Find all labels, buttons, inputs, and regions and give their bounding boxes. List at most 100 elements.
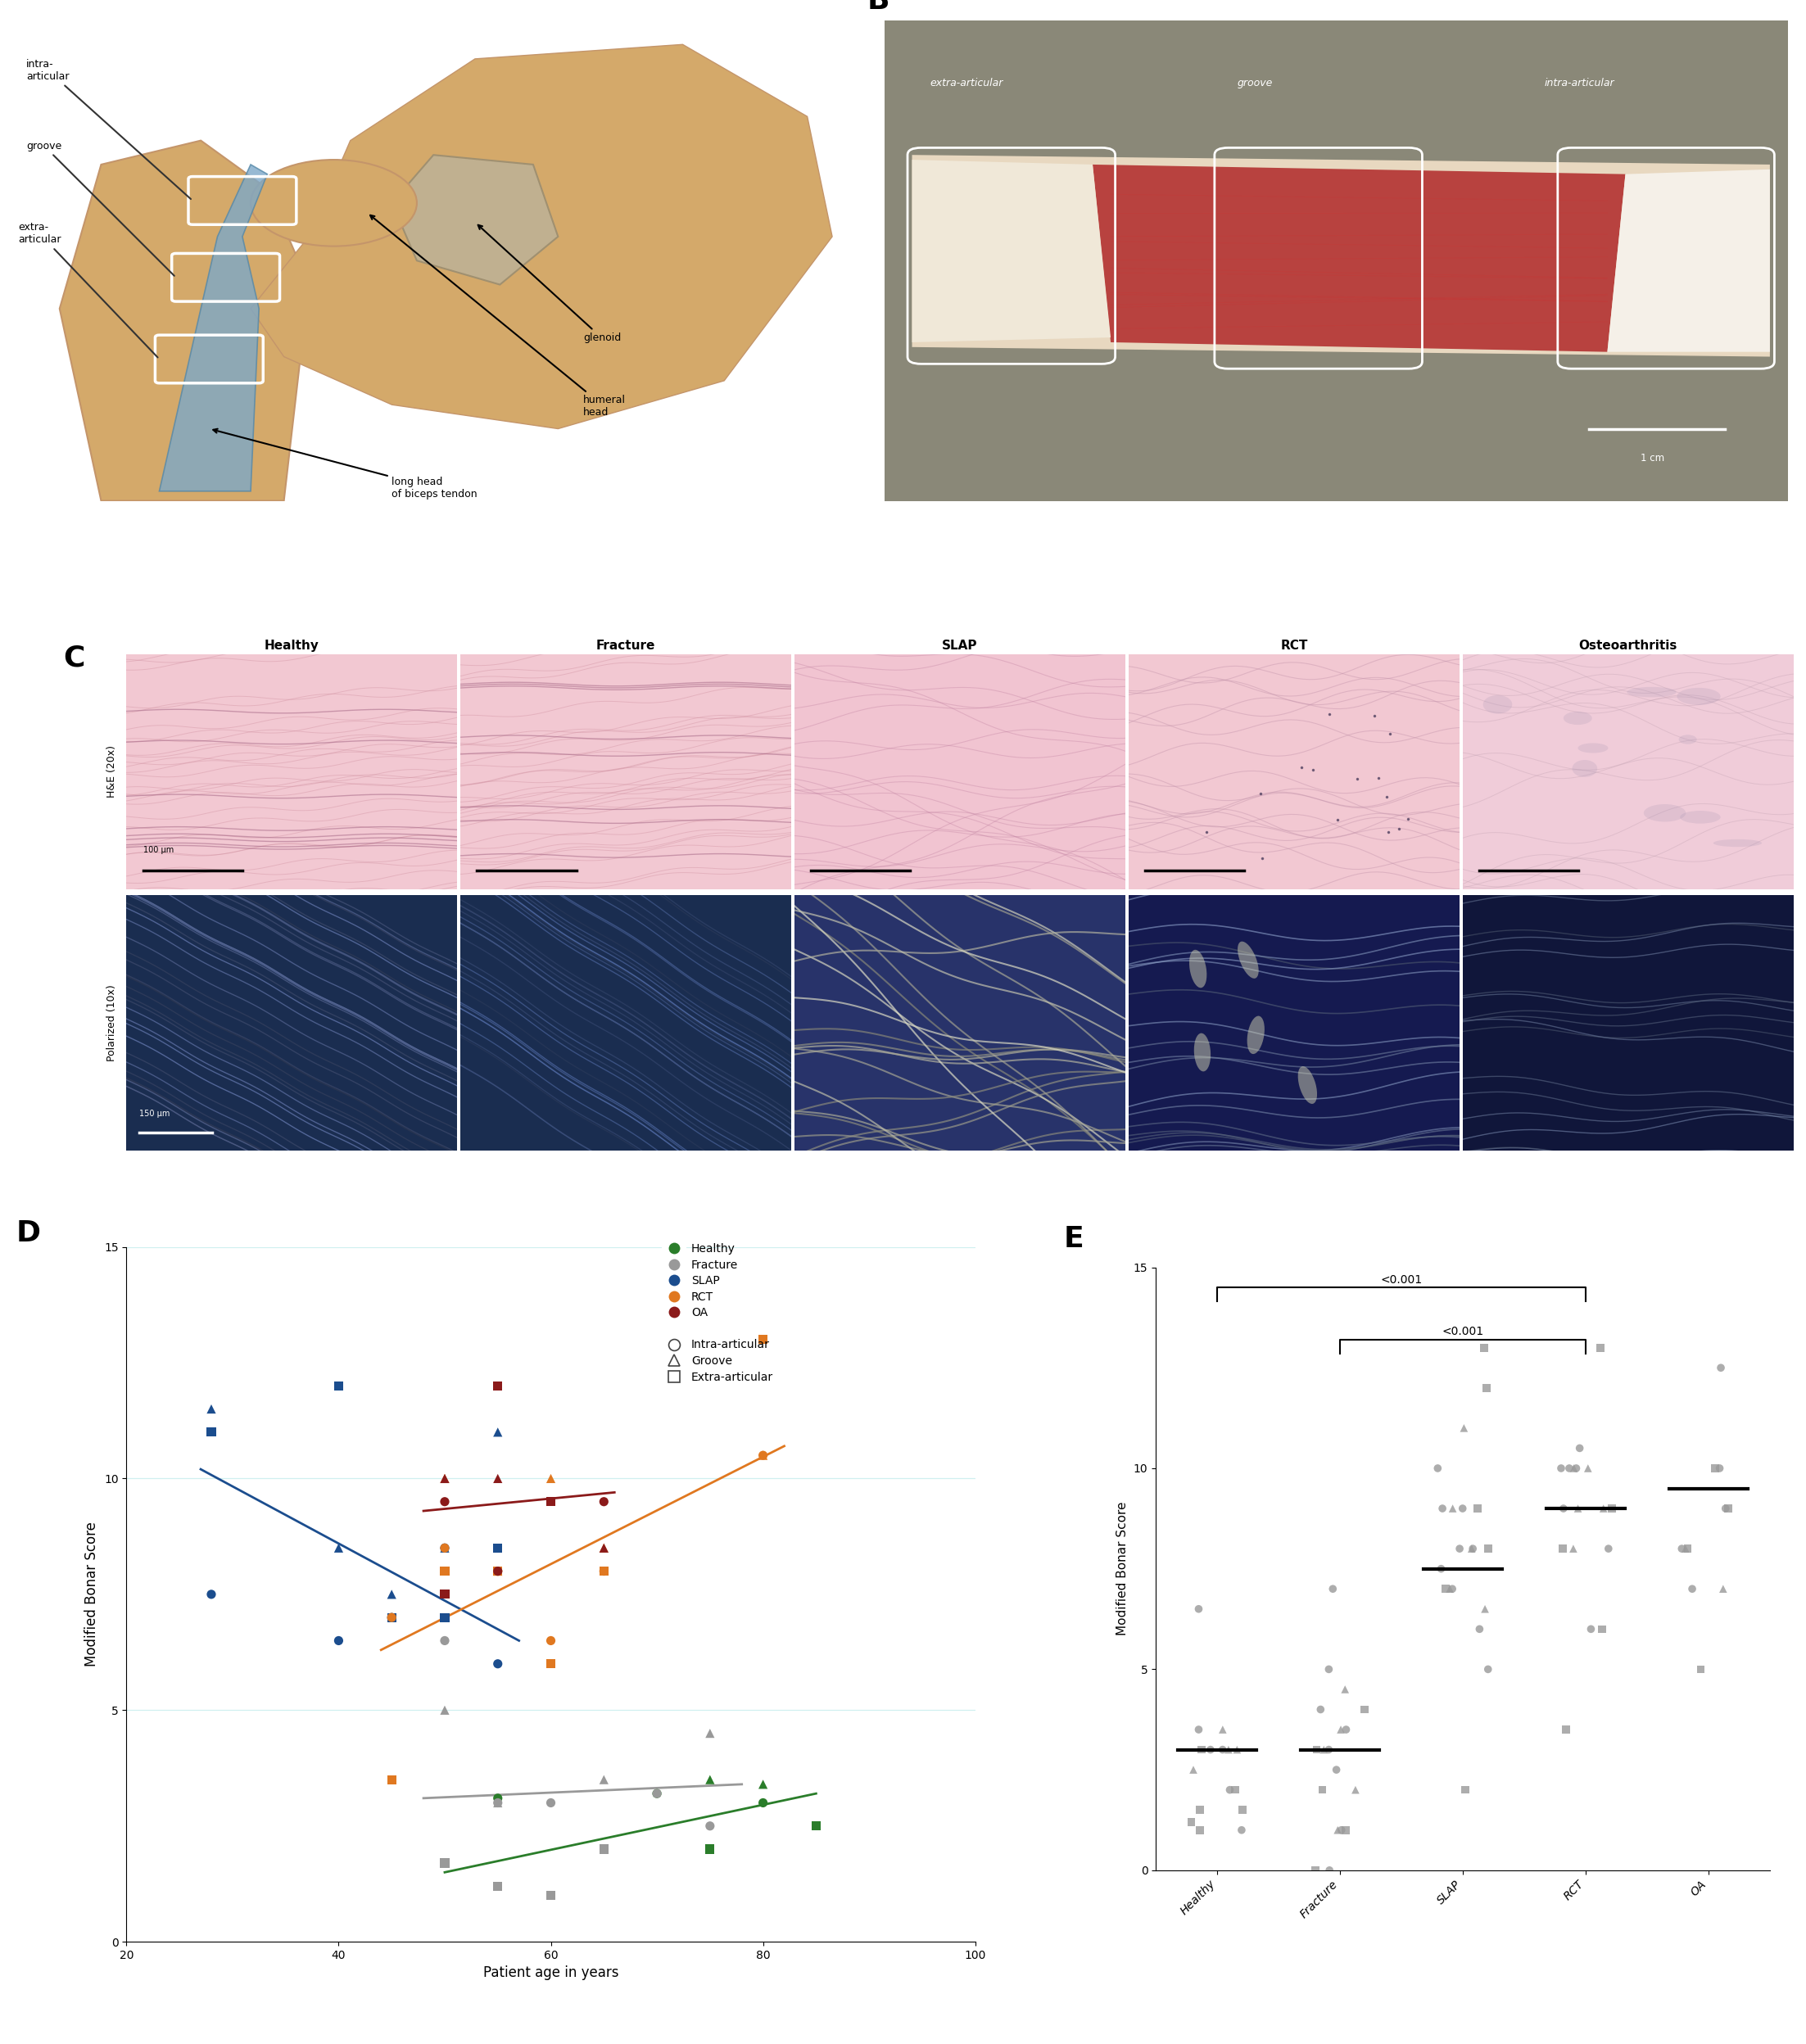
Point [589,1555,618,1588]
Ellipse shape [1680,811,1721,824]
Title: Fracture: Fracture [596,640,656,652]
Point [1555,1451,1584,1484]
Point [325,1369,354,1402]
Point [325,1531,354,1564]
Point [1331,1813,1360,1846]
Point [695,1833,724,1866]
Point [1208,1733,1237,1766]
Point [589,1833,618,1866]
Y-axis label: Modified Bonar Score: Modified Bonar Score [1116,1502,1129,1635]
Point [197,1578,226,1611]
Point [484,1786,513,1819]
Point [536,1486,565,1519]
Ellipse shape [1248,1016,1264,1055]
Point [484,1555,513,1588]
Text: 150 μm: 150 μm [139,1110,170,1118]
Point [484,1782,513,1815]
Point [1474,1654,1503,1686]
Point [1221,1774,1250,1807]
Point [1678,1572,1707,1605]
Title: Osteoarthritis: Osteoarthritis [1578,640,1678,652]
Point [1327,1813,1356,1846]
Point [1185,1713,1214,1746]
Point [1701,1451,1730,1484]
Point [484,1870,513,1903]
Polygon shape [1093,166,1625,352]
Text: extra-
articular: extra- articular [18,223,157,358]
Point [484,1647,513,1680]
Point [1309,1733,1338,1766]
Point [377,1578,406,1611]
Ellipse shape [251,159,417,245]
Point [484,1555,513,1588]
Point [197,1416,226,1449]
Point [1318,1572,1347,1605]
Polygon shape [251,45,833,429]
Point [1470,1331,1499,1363]
Ellipse shape [1678,687,1721,705]
Point [1436,1572,1465,1605]
Point [1450,1412,1479,1445]
Point [1465,1613,1494,1645]
Polygon shape [159,166,267,491]
Point [1577,1613,1606,1645]
Point [1302,1733,1331,1766]
Point [536,1786,565,1819]
Point [197,1392,226,1425]
X-axis label: Patient age in years: Patient age in years [482,1966,619,1981]
Point [430,1625,459,1658]
Point [748,1768,777,1801]
Point [430,1461,459,1494]
Point [325,1625,354,1658]
Point [1315,1654,1344,1686]
Point [430,1555,459,1588]
Point [536,1625,565,1658]
Point [1300,1854,1329,1887]
Text: extra-articular: extra-articular [930,78,1004,88]
Point [1331,1713,1360,1746]
Point [1474,1533,1503,1566]
Point [1587,1613,1616,1645]
Point [430,1531,459,1564]
Point [484,1555,513,1588]
Point [1429,1492,1457,1525]
Point [1308,1774,1336,1807]
Title: SLAP: SLAP [943,640,977,652]
Text: 1 cm: 1 cm [1640,454,1665,464]
Point [430,1531,459,1564]
Point [695,1809,724,1842]
Polygon shape [60,141,309,501]
Ellipse shape [1194,1032,1210,1071]
Point [1423,1451,1452,1484]
Point [1463,1492,1492,1525]
Point [1324,1813,1353,1846]
Point [1326,1713,1354,1746]
Title: Healthy: Healthy [264,640,320,652]
Point [695,1717,724,1750]
Point [1595,1533,1624,1566]
Point [1450,1774,1479,1807]
Point [589,1555,618,1588]
Point [1589,1492,1618,1525]
Polygon shape [392,155,558,284]
Ellipse shape [1573,760,1597,777]
Point [1196,1733,1224,1766]
Point [1559,1533,1587,1566]
Text: 100 μm: 100 μm [143,846,173,854]
Ellipse shape [1190,950,1206,987]
Point [377,1600,406,1633]
Point [1342,1774,1371,1807]
Text: <0.001: <0.001 [1441,1327,1485,1337]
Point [1551,1713,1580,1746]
Text: intra-
articular: intra- articular [27,59,191,198]
Text: glenoid: glenoid [479,225,621,343]
Point [1187,1733,1215,1766]
Point [748,1786,777,1819]
Point [430,1694,459,1727]
Point [1208,1713,1237,1746]
Point [1546,1451,1575,1484]
Point [1315,1733,1344,1766]
Point [1349,1692,1378,1725]
Point [484,1369,513,1402]
Point [1178,1805,1206,1838]
